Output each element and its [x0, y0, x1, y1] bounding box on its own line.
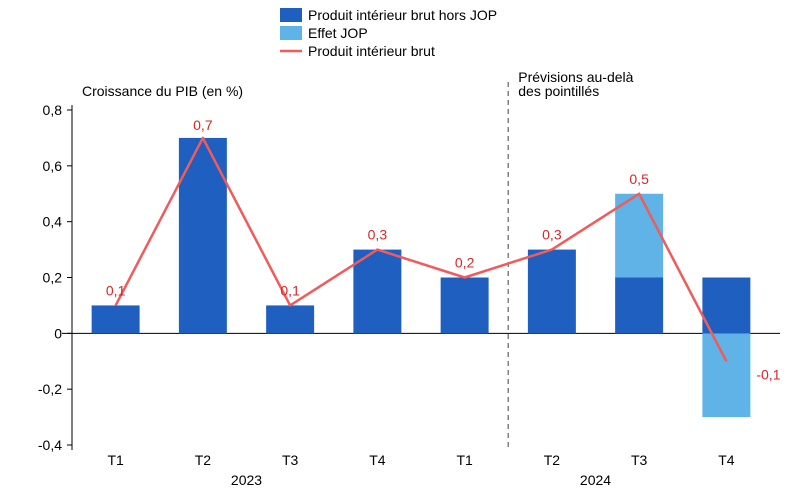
y-tick-label: 0,8 [43, 102, 63, 118]
chart-container: -0,4 -0,2 0 0,2 0,4 0,6 0,8 Croissance du PIB (… [0, 0, 792, 503]
chart-svg: -0,4 -0,2 0 0,2 0,4 0,6 0,8 Croissance du PIB (… [0, 0, 792, 503]
bar-hors-jop [92, 305, 140, 333]
year-label: 2023 [231, 472, 262, 488]
value-label: 0,2 [455, 255, 475, 271]
x-tick-label: T4 [369, 452, 386, 468]
value-label: -0,1 [756, 366, 780, 382]
value-label: 0,1 [280, 282, 300, 298]
legend-swatch [280, 26, 302, 40]
bar-effet-jop [702, 333, 750, 417]
x-tick-label: T1 [107, 452, 124, 468]
x-tick-label: T3 [282, 452, 299, 468]
bar-hors-jop [615, 278, 663, 334]
y-tick-label: 0 [54, 325, 62, 341]
value-label: 0,3 [368, 227, 388, 243]
x-tick-label: T1 [456, 452, 473, 468]
bar-hors-jop [441, 278, 489, 334]
bar-hors-jop [528, 250, 576, 334]
bar-hors-jop [702, 278, 750, 334]
y-tick-label: 0,6 [43, 158, 63, 174]
bar-effet-jop [615, 194, 663, 278]
legend-label: Produit intérieur brut [308, 43, 435, 59]
legend-swatch [280, 8, 302, 22]
x-tick-label: T2 [195, 452, 212, 468]
x-tick-label: T3 [631, 452, 648, 468]
x-tick-label: T4 [718, 452, 735, 468]
value-label: 0,1 [106, 282, 126, 298]
legend-label: Produit intérieur brut hors JOP [308, 7, 497, 23]
legend-label: Effet JOP [308, 25, 368, 41]
bar-hors-jop [179, 138, 227, 333]
y-tick-label: 0,4 [43, 214, 63, 230]
value-label: 0,7 [193, 117, 213, 133]
year-label: 2024 [580, 472, 611, 488]
y-tick-label: -0,4 [38, 437, 62, 453]
bar-hors-jop [266, 305, 314, 333]
value-label: 0,3 [542, 227, 562, 243]
y-tick-label: -0,2 [38, 381, 62, 397]
forecast-note-line: des pointillés [518, 83, 599, 99]
x-tick-label: T2 [544, 452, 561, 468]
value-label: 0,5 [629, 171, 649, 187]
bar-hors-jop [353, 250, 401, 334]
y-axis-title: Croissance du PIB (en %) [82, 83, 243, 99]
y-tick-label: 0,2 [43, 270, 63, 286]
